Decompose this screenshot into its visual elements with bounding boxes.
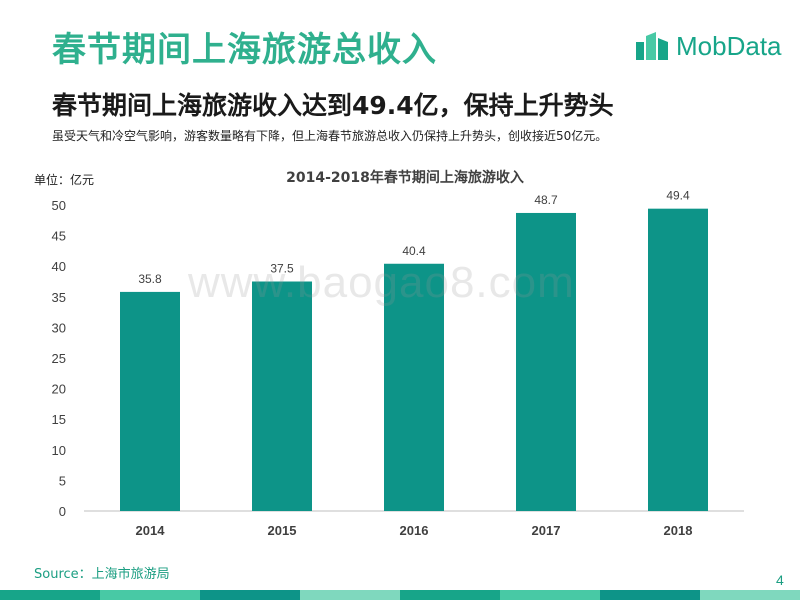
mobdata-logo-icon [636,32,668,60]
x-tick-label: 2015 [268,523,297,538]
y-tick-label: 10 [52,443,66,458]
footer-band [0,590,800,600]
subline: 虽受天气和冷空气影响，游客数量略有下降，但上海春节旅游总收入仍保持上升势头，创收… [52,129,608,143]
y-tick-label: 30 [52,320,66,335]
watermark: www.baogao8.com [188,258,575,307]
brand-logo: MobData [636,30,782,62]
data-label: 35.8 [138,272,162,286]
data-label: 49.4 [666,189,690,203]
y-tick-label: 25 [52,351,66,366]
x-tick-label: 2018 [664,523,693,538]
y-tick-label: 5 [59,473,66,488]
y-tick-label: 35 [52,290,66,305]
data-label: 40.4 [402,244,426,258]
unit-label: 单位：亿元 [34,173,95,187]
y-tick-label: 40 [52,259,66,274]
page-title: 春节期间上海旅游总收入 [52,30,437,70]
y-tick-label: 45 [52,229,66,244]
bar [252,281,312,511]
source-note: Source：上海市旅游局 [34,567,170,582]
y-tick-label: 0 [59,504,66,519]
x-tick-label: 2016 [400,523,429,538]
chart-title: 2014-2018年春节期间上海旅游收入 [286,170,524,186]
x-tick-label: 2014 [136,523,166,538]
x-tick-label: 2017 [532,523,561,538]
brand-name: MobData [676,30,782,61]
y-tick-label: 15 [52,412,66,427]
page-number: 4 [776,572,784,588]
bar [384,263,444,511]
data-label: 48.7 [534,193,558,207]
headline: 春节期间上海旅游收入达到49.4亿，保持上升势头 [52,91,614,120]
bar [516,212,576,511]
data-label: 37.5 [270,262,294,276]
y-tick-label: 20 [52,382,66,397]
y-tick-label: 50 [52,198,66,213]
bar [648,208,708,511]
bar [120,291,180,511]
